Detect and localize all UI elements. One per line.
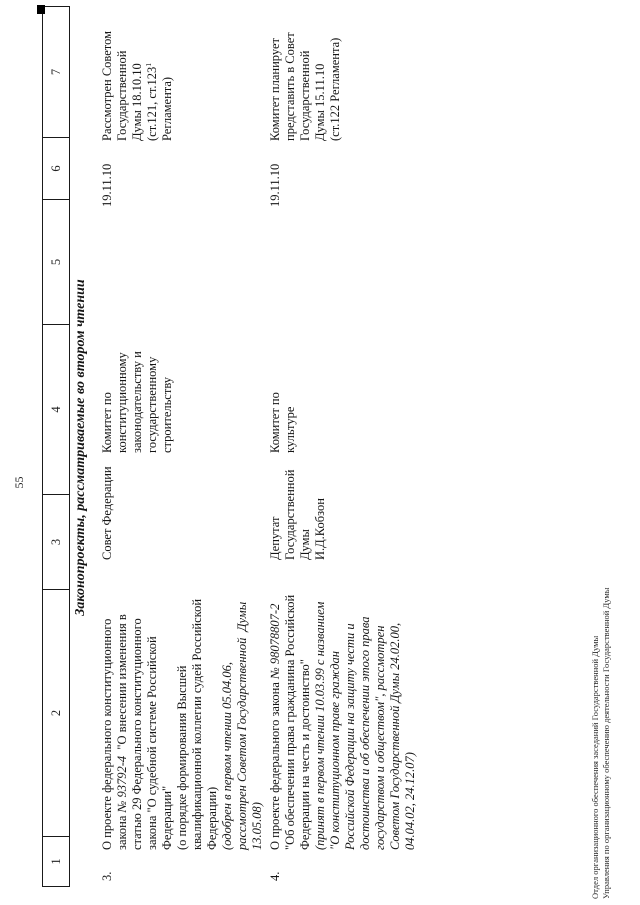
table-header-cell: 5 (43, 199, 69, 324)
text-line: 19.11.10 (268, 163, 282, 207)
text-line: 4. (268, 871, 282, 881)
text-line: статью 29 Федерального конституционного (130, 618, 144, 850)
text-line: Государственной (283, 469, 297, 560)
status: Рассмотрен Советом Государственной Думы 18… (100, 1, 175, 141)
text-line: представить в Совет (283, 32, 297, 141)
initiator: Депутат Государственной Думы И.Д.Кобзон (268, 448, 328, 560)
table-header-cell: 1 (43, 836, 69, 886)
text-line: достоинства и об обеспечении этого права (358, 616, 372, 850)
text-line: 04.04.02, 24.12.07) (403, 752, 417, 850)
law-title: О проекте федерального конституционного з… (100, 548, 265, 850)
text-line: Государственной (115, 50, 129, 141)
text-line: строительству (160, 376, 174, 453)
text-line: закона № 93792-4 "О внесении изменения в (115, 614, 129, 850)
text-line: Комитет по (100, 392, 114, 453)
text-line: конституционному (115, 352, 129, 453)
text-line: Федерации на честь и достоинство" (298, 659, 312, 850)
table-header-cell: 4 (43, 324, 69, 494)
text-line: О проекте федерального конституционного (100, 618, 114, 850)
page-number: 55 (12, 476, 26, 489)
text-line: Государственной (298, 50, 312, 141)
table-header-cell: 2 (43, 589, 69, 836)
text-line: "Об обеспечении права гражданина Российс… (283, 594, 297, 850)
text-line: Советом Государственной Думы 24.02.00, (388, 622, 402, 850)
text-line: (принят в первом чтении 10.03.99 с назва… (313, 601, 327, 850)
text-line: культуре (283, 406, 297, 453)
text-line: государственному (145, 356, 159, 453)
text-line: Рассмотрен Советом (100, 30, 114, 141)
row-number: 4. (268, 853, 283, 881)
text-line: 19.11.10 (100, 163, 114, 207)
text-line: (ст.122 Регламента) (328, 37, 342, 141)
text-line: Думы 18.10.10 (130, 63, 144, 141)
text-line: О проекте федерального закона № 98078807… (268, 603, 282, 850)
section-heading: Законопроекты, рассматриваемые во втором… (73, 279, 88, 616)
footer-signature: Отдел организационного обеспечения засед… (590, 588, 612, 899)
table-header-cell: 7 (48, 68, 63, 76)
text-line: Комитет по (268, 392, 282, 453)
text-line: Совет Федерации (100, 466, 114, 560)
text-line: рассмотрен Советом Государственной Думы (235, 601, 249, 850)
law-title: О проекте федерального закона № 98078807… (268, 548, 418, 850)
table-header-cell: 6 (43, 137, 69, 199)
text-line: законодательству и (130, 351, 144, 453)
text-line: Думы 15.11.10 (313, 63, 327, 141)
initiator: Совет Федерации (100, 448, 115, 560)
text-line: Российской Федерации на защиту чести и (343, 623, 357, 850)
text-line: (ст.121, ст.1231 (143, 62, 159, 141)
text-line: 3. (100, 871, 114, 881)
text-line: (одобрен в первом чтении 05.04.06, (220, 661, 234, 850)
responsible-committee: Комитет по конституционному законодательст… (100, 307, 175, 453)
text-line: "О конституционном праве граждан (328, 651, 342, 850)
text-line: Федерации" (160, 785, 174, 850)
text-line: государством и обществом", рассмотрен (373, 625, 387, 850)
responsible-committee: Комитет по культуре (268, 307, 298, 453)
row-number: 3. (100, 853, 115, 881)
text-line: Думы (298, 529, 312, 560)
text-line: Федерации) (205, 786, 219, 850)
text-line: закона "О судебной системе Российской (145, 636, 159, 850)
text-line: Депутат (268, 516, 282, 560)
text-line: И.Д.Кобзон (313, 498, 327, 560)
scan-artifact (37, 5, 45, 14)
date: 19.11.10 (268, 143, 283, 207)
text-line: Регламента) (160, 76, 174, 141)
date: 19.11.10 (100, 143, 115, 207)
status: Комитет планирует представить в Совет Госу… (268, 1, 343, 141)
text-line: квалификационной коллегии судей Российск… (190, 598, 204, 850)
text-line: 13.05.08) (250, 802, 264, 850)
text-line: (о порядке формирования Высшей (175, 665, 189, 850)
text-line: Комитет планирует (268, 38, 282, 141)
footer-line-1: Отдел организационного обеспечения засед… (590, 635, 600, 899)
table-header-cell: 3 (43, 494, 69, 589)
footer-line-2: Управления по организационному обеспечен… (601, 587, 611, 899)
